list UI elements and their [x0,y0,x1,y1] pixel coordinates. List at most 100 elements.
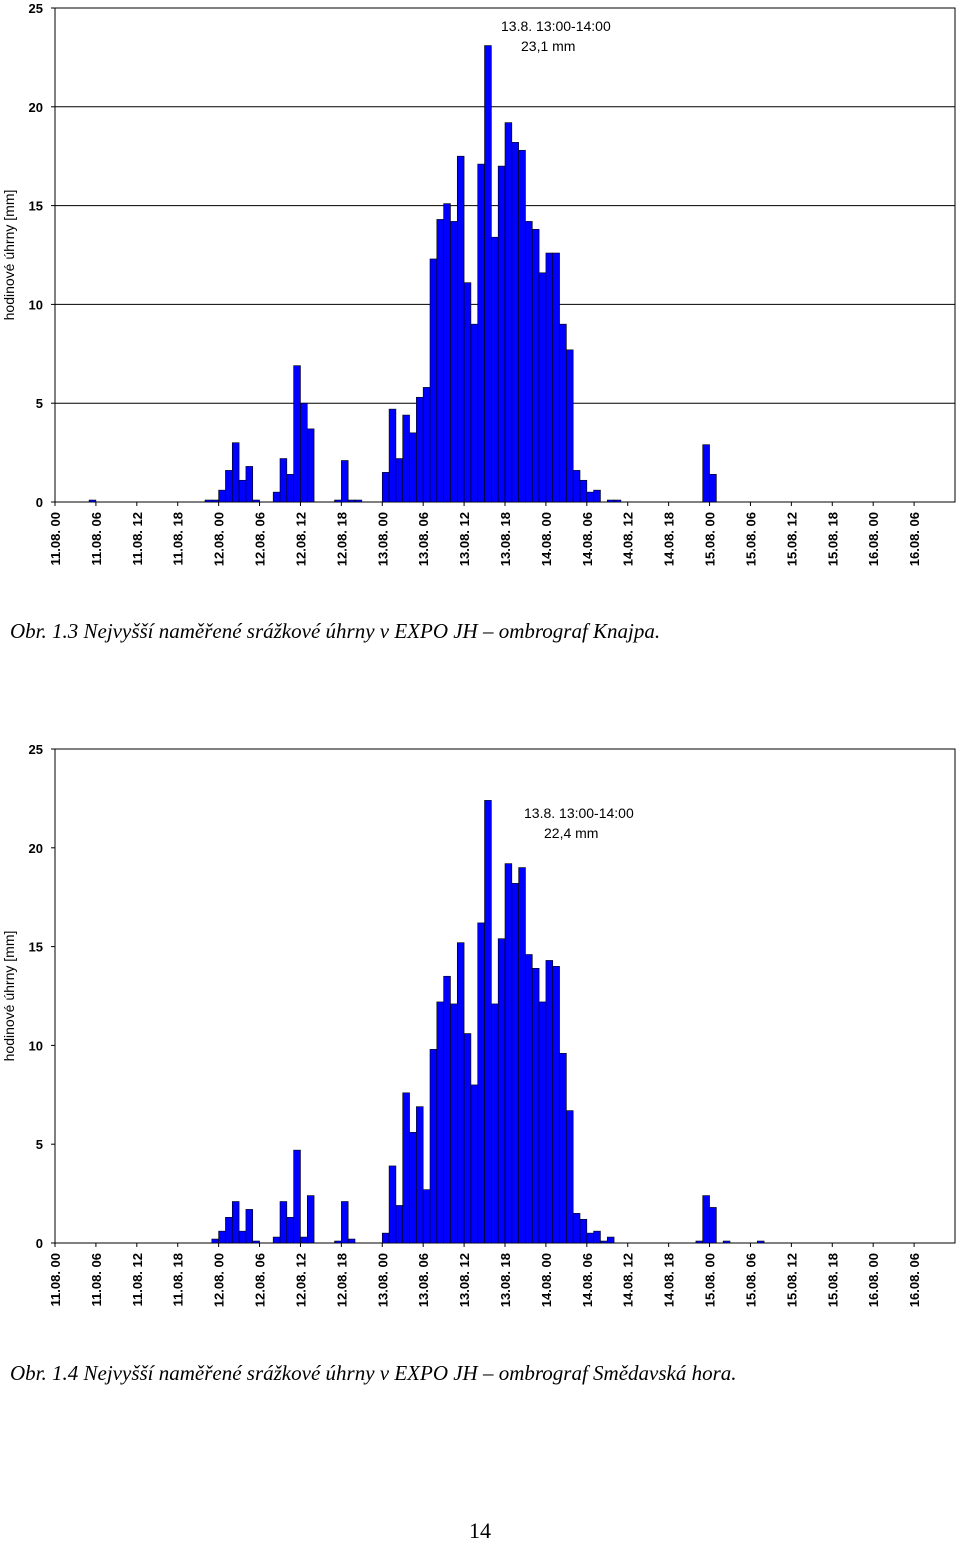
bar [334,499,342,503]
figure-caption-2: Obr. 1.4 Nejvyšší naměřené srážkové úhrn… [10,1361,737,1385]
x-tick-label: 16.08. 00 [866,512,881,566]
bar [429,1049,438,1244]
x-tick-label: 14.08. 12 [621,1253,636,1307]
bar [436,219,444,503]
bar [341,1201,349,1244]
bar [497,938,506,1244]
bar [279,1201,288,1244]
bar [293,365,301,503]
x-tick-label: 12.08. 06 [253,512,268,566]
bar [279,458,288,503]
x-tick-label: 12.08. 12 [293,512,308,566]
bar [586,1232,594,1244]
bar [300,402,308,503]
bar [504,122,513,503]
bar [538,1001,547,1244]
x-tick-label: 11.08. 18 [171,512,186,566]
bar [511,142,519,503]
x-tick-label: 13.08. 12 [457,1253,472,1307]
annotation-text: 22,4 mm [544,825,598,841]
bar [354,499,363,503]
bar [218,489,226,503]
bar [531,229,540,503]
bar [245,1209,254,1244]
y-tick-label: 5 [36,1137,43,1152]
bar [695,1240,704,1244]
bar [552,966,560,1244]
bar-chart-knajpa: 0 5 10 15 20 25 11.08. 00 11.08. 06 11.08. 12 11.… [1,1,956,566]
bar [545,960,554,1244]
bar [211,1238,219,1244]
y-tick-label: 10 [29,1038,43,1053]
x-tick-label: 13.08. 12 [457,512,472,566]
x-tick-label: 14.08. 00 [539,512,554,566]
bar [579,1218,588,1244]
bar [722,1240,731,1244]
x-tick-label: 15.08. 12 [784,1253,799,1307]
bar [477,922,485,1244]
x-tick-label: 11.08. 06 [89,512,104,566]
annotation-text: 13.8. 13:00-14:00 [501,18,611,34]
bar [463,1033,472,1244]
bar [709,1207,717,1244]
bar [477,163,485,503]
bar [388,408,397,503]
x-tick-label: 14.08. 18 [662,1253,677,1307]
x-tick-label: 15.08. 12 [784,512,799,566]
bar [518,149,526,503]
x-tick-label: 15.08. 18 [825,1253,840,1307]
y-tick-label: 15 [29,940,43,955]
x-tick-label: 13.08. 00 [375,1253,390,1307]
bar [491,236,499,503]
bar [225,470,233,503]
x-tick-label: 13.08. 06 [416,512,431,566]
y-tick-label: 0 [36,1236,43,1251]
y-tick-label: 25 [29,1,43,16]
bar [456,155,465,503]
bar [306,428,315,503]
bar [593,489,601,503]
bar [347,1238,356,1244]
x-tick-label: 14.08. 00 [539,1253,554,1307]
bar [709,474,717,503]
y-axis-label: hodinové úhrny [mm] [1,931,17,1062]
bar [545,252,554,503]
x-tick-label: 14.08. 18 [662,512,677,566]
bar [347,499,356,503]
bar [606,1236,615,1244]
page-number: 14 [469,1518,491,1543]
bar [511,883,519,1244]
y-tick-label: 5 [36,396,43,411]
chart-knajpa: 0 5 10 15 20 25 11.08. 00 11.08. 06 11.08. 12 11.… [0,0,960,600]
bar [497,165,506,503]
bar [306,1195,315,1244]
x-tick-label: 16.08. 06 [907,1253,922,1307]
bar [600,1240,608,1244]
bar [381,472,390,503]
bar [225,1217,233,1244]
x-tick-label: 11.08. 00 [48,512,63,566]
bar [252,1240,260,1244]
x-tick-label: 13.08. 00 [375,512,390,566]
x-tick-label: 15.08. 06 [743,512,758,566]
x-tick-label: 15.08. 00 [703,512,718,566]
bar [484,800,492,1244]
bar [245,466,254,503]
bar [572,1213,581,1244]
bar [470,323,479,503]
bar [593,1230,601,1244]
bar [429,258,438,503]
bar [252,499,260,503]
bar [300,1236,308,1244]
bar [566,349,574,503]
x-tick-label: 12.08. 00 [212,512,227,566]
bar [88,499,97,503]
bar [470,1084,479,1244]
bar [395,1205,404,1244]
bar [231,442,240,503]
x-tick-label: 16.08. 06 [907,512,922,566]
bar [204,499,213,503]
bar [450,1003,458,1244]
y-tick-label: 15 [29,199,43,214]
bar [409,432,417,503]
